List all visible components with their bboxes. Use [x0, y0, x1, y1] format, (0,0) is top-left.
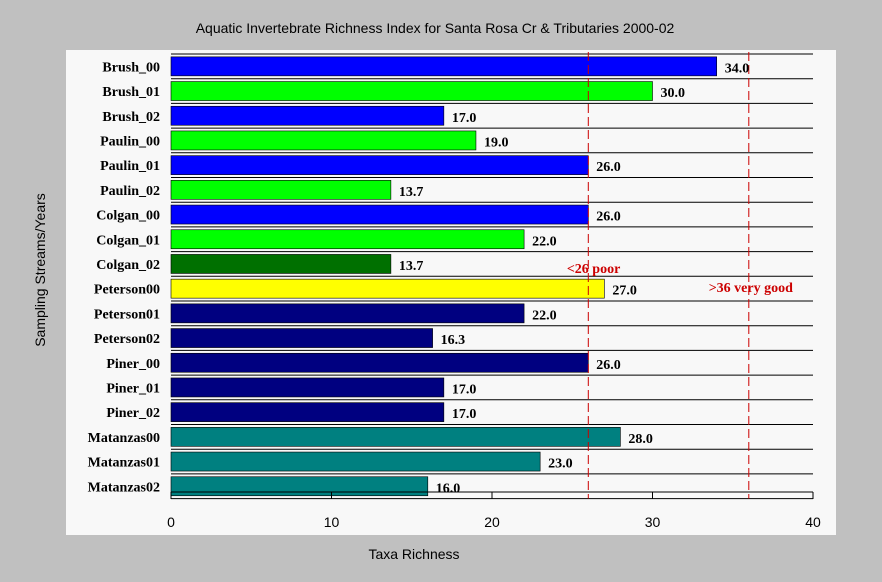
bar [170, 402, 445, 422]
value-label: 22.0 [532, 308, 557, 323]
value-label: 23.0 [548, 457, 573, 472]
value-label: 34.0 [725, 61, 750, 76]
category-label: Peterson01 [94, 307, 160, 322]
bar [170, 451, 541, 472]
chart-title: Aquatic Invertebrate Richness Index for … [196, 20, 675, 36]
bar [170, 278, 605, 299]
category-label: Colgan_02 [96, 258, 160, 273]
value-label: 26.0 [596, 210, 621, 225]
category-label: Colgan_00 [96, 209, 160, 224]
reference-line-label: <26 poor [567, 262, 620, 277]
bar [170, 229, 525, 250]
bar [170, 81, 653, 101]
bars [170, 56, 718, 497]
category-label: Matanzas01 [88, 456, 160, 471]
reference-lines: <26 poor >36 very good [567, 52, 793, 499]
bar [170, 130, 477, 151]
bar [170, 328, 433, 348]
value-label: 22.0 [532, 234, 557, 249]
bar [170, 204, 589, 225]
category-label: Paulin_00 [100, 134, 160, 149]
category-label: Brush_01 [102, 85, 160, 100]
value-label: 17.0 [452, 382, 477, 397]
value-label: 30.0 [661, 86, 686, 101]
category-label: Paulin_02 [100, 184, 160, 199]
bar [170, 303, 525, 324]
value-label: 17.0 [452, 407, 477, 422]
category-label: Matanzas00 [88, 431, 160, 446]
value-label: 13.7 [399, 259, 424, 274]
bar [170, 56, 718, 77]
value-label: 27.0 [612, 284, 637, 299]
bar [170, 427, 621, 447]
x-tick-label: 40 [805, 514, 821, 530]
value-label: 16.0 [436, 481, 461, 496]
bar [170, 254, 392, 274]
value-label: 16.3 [441, 333, 466, 348]
category-label: Colgan_01 [96, 233, 160, 248]
bar [170, 476, 429, 497]
x-tick-label: 20 [484, 514, 500, 530]
value-labels: 34.0 30.0 17.0 19.0 26.0 13.7 26.0 22.0 13.7 27.0… [399, 61, 749, 496]
bar [170, 180, 392, 200]
value-label: 26.0 [596, 358, 621, 373]
grid-lines [171, 53, 813, 500]
category-label: Peterson00 [94, 283, 160, 298]
category-label: Brush_00 [102, 60, 160, 75]
bar [170, 155, 589, 175]
value-label: 17.0 [452, 111, 477, 126]
category-label: Paulin_01 [100, 159, 160, 174]
category-label: Brush_02 [102, 110, 160, 125]
category-label: Piner_01 [106, 381, 160, 396]
category-label: Matanzas02 [88, 480, 160, 495]
category-labels: Brush_00 Brush_01 Brush_02 Paulin_00 Paulin_… [88, 60, 160, 495]
x-axis: 0 10 20 30 40 [167, 491, 821, 530]
category-label: Piner_02 [106, 406, 160, 421]
reference-line-label: >36 very good [709, 281, 793, 296]
bar [170, 105, 445, 126]
value-label: 26.0 [596, 160, 621, 175]
bar [170, 352, 589, 373]
value-label: 28.0 [628, 432, 653, 447]
value-label: 19.0 [484, 135, 509, 150]
category-label: Peterson02 [94, 332, 160, 347]
x-tick-label: 0 [167, 514, 175, 530]
x-axis-label: Taxa Richness [368, 546, 459, 562]
y-axis-label: Sampling Streams/Years [32, 193, 48, 347]
bar [170, 377, 445, 398]
x-tick-label: 10 [324, 514, 340, 530]
x-tick-label: 30 [645, 514, 661, 530]
category-label: Piner_00 [106, 357, 160, 372]
value-label: 13.7 [399, 185, 424, 200]
